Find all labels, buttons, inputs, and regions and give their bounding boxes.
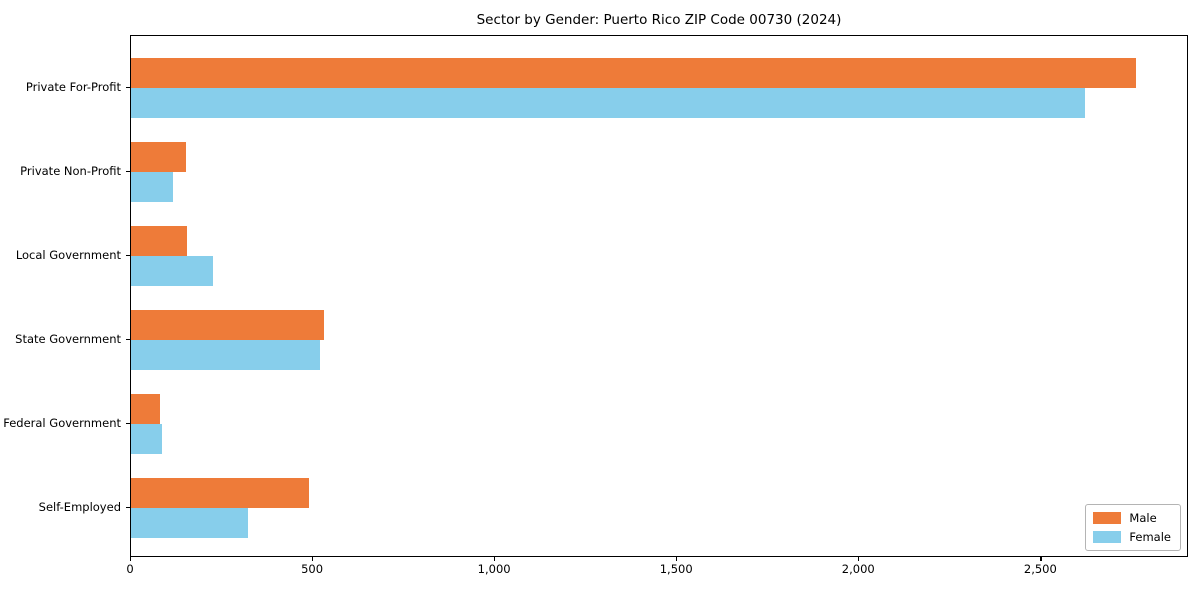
- legend: Male Female: [1085, 504, 1181, 551]
- x-tick-label-1500: 1,500: [659, 562, 693, 576]
- y-category-label-private-for-profit: Private For-Profit: [25, 80, 121, 94]
- chart-title: Sector by Gender: Puerto Rico ZIP Code 0…: [476, 12, 842, 28]
- x-tick-1500: [676, 557, 678, 561]
- bar-male-private-non-profit: [131, 142, 186, 172]
- y-tick-private-non-profit: [126, 171, 130, 173]
- bar-female-self-employed: [131, 508, 248, 538]
- female-series-swatch: [1093, 531, 1122, 543]
- x-tick-label-0: 0: [126, 562, 134, 576]
- bar-male-state-government: [131, 310, 324, 340]
- legend-entry-female: Female: [1093, 530, 1171, 544]
- legend-label-male: Male: [1129, 511, 1157, 525]
- x-tick-500: [312, 557, 314, 561]
- y-tick-self-employed: [126, 507, 130, 509]
- bar-female-federal-government: [131, 424, 162, 454]
- x-tick-0: [130, 557, 132, 561]
- x-tick-2000: [858, 557, 860, 561]
- y-category-label-local-government: Local Government: [15, 248, 121, 262]
- x-tick-label-2500: 2,500: [1023, 562, 1057, 576]
- bar-male-federal-government: [131, 394, 161, 424]
- bar-male-private-for-profit: [131, 58, 1137, 88]
- male-series-swatch: [1093, 512, 1122, 524]
- bar-female-local-government: [131, 256, 213, 286]
- y-tick-local-government: [126, 255, 130, 257]
- legend-label-female: Female: [1129, 530, 1171, 544]
- x-tick-1000: [494, 557, 496, 561]
- plot-area: Male Female: [130, 35, 1188, 557]
- x-tick-label-1000: 1,000: [477, 562, 511, 576]
- bar-male-local-government: [131, 226, 188, 256]
- y-category-label-self-employed: Self-Employed: [38, 500, 121, 514]
- bar-female-state-government: [131, 340, 321, 370]
- y-tick-state-government: [126, 339, 130, 341]
- legend-entry-male: Male: [1093, 511, 1171, 525]
- y-tick-federal-government: [126, 423, 130, 425]
- bar-female-private-for-profit: [131, 88, 1086, 118]
- y-category-label-private-non-profit: Private Non-Profit: [20, 164, 121, 178]
- x-tick-label-500: 500: [301, 562, 324, 576]
- x-tick-label-2000: 2,000: [841, 562, 875, 576]
- x-tick-2500: [1040, 557, 1042, 561]
- bar-female-private-non-profit: [131, 172, 173, 202]
- bar-male-self-employed: [131, 478, 310, 508]
- y-category-label-state-government: State Government: [15, 332, 121, 346]
- y-tick-private-for-profit: [126, 87, 130, 89]
- y-category-label-federal-government: Federal Government: [3, 416, 121, 430]
